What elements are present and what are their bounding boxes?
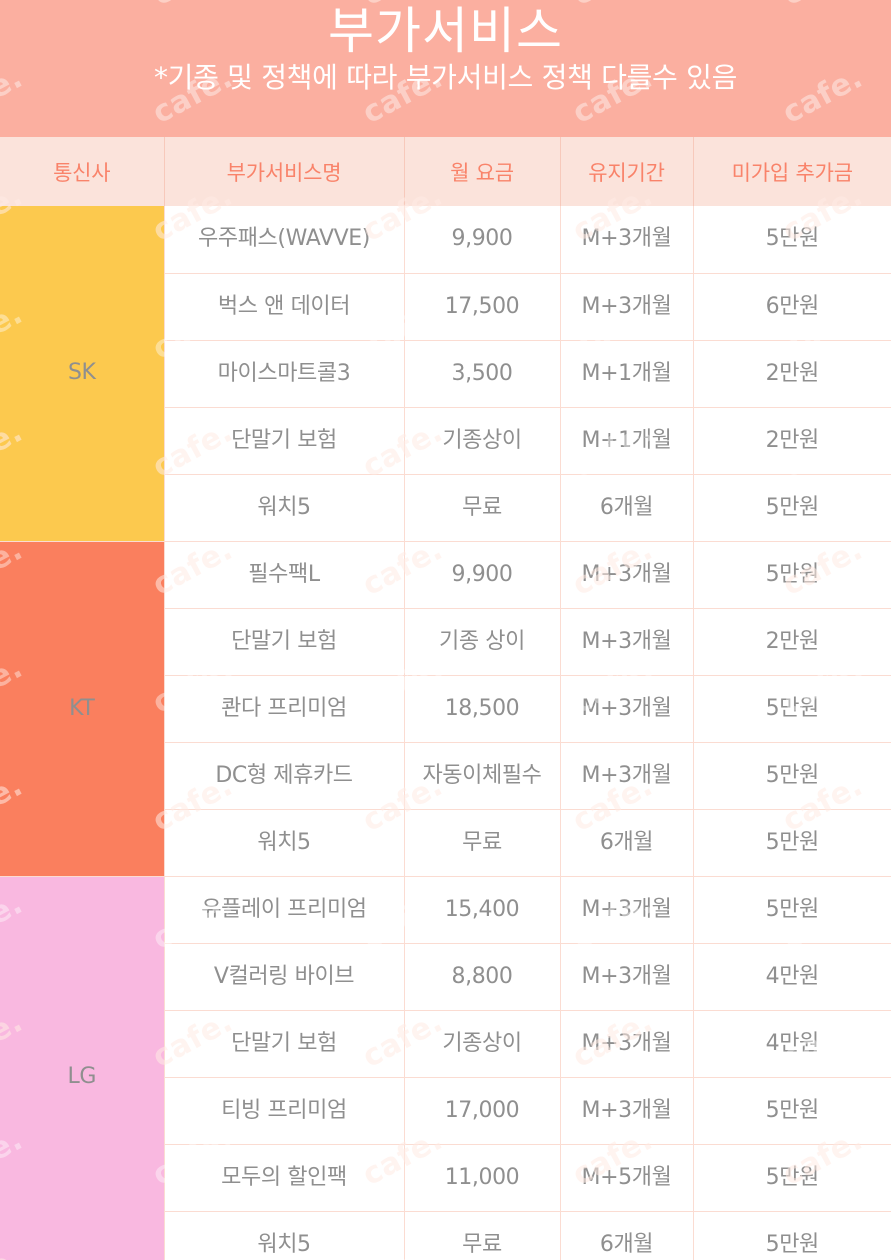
monthly-fee-cell: 9,900 <box>404 541 561 609</box>
table-row: 콴다 프리미엄 18,500 M+3개월 5만원 <box>0 675 891 743</box>
table-header-row: 통신사 부가서비스명 월 요금 유지기간 미가입 추가금 <box>0 137 891 206</box>
monthly-fee-cell: 무료 <box>404 809 561 877</box>
retention-cell: 6개월 <box>560 474 694 542</box>
retention-cell: M+3개월 <box>560 675 694 743</box>
service-name-cell: 유플레이 프리미엄 <box>164 876 405 944</box>
retention-cell: M+3개월 <box>560 608 694 676</box>
retention-cell: M+3개월 <box>560 541 694 609</box>
table-row: DC형 제휴카드 자동이체필수 M+3개월 5만원 <box>0 742 891 810</box>
surcharge-cell: 4만원 <box>693 1010 891 1078</box>
column-header-surcharge: 미가입 추가금 <box>693 137 891 206</box>
retention-cell: M+3개월 <box>560 1077 694 1145</box>
table-body: SK 우주패스(WAVVE) 9,900 M+3개월 5만원 벅스 앤 데이터 17,500… <box>0 206 891 1260</box>
monthly-fee-cell: 9,900 <box>404 206 561 274</box>
table-row: 단말기 보험 기종상이 M+1개월 2만원 <box>0 407 891 475</box>
title-banner: 부가서비스 *기종 및 정책에 따라 부가서비스 정책 다를수 있음 <box>0 0 891 137</box>
retention-cell: M+3개월 <box>560 206 694 274</box>
monthly-fee-cell: 17,000 <box>404 1077 561 1145</box>
table-row: 워치5 무료 6개월 5만원 <box>0 809 891 877</box>
surcharge-cell: 6만원 <box>693 273 891 341</box>
table-row: KT 필수팩L 9,900 M+3개월 5만원 <box>0 541 891 877</box>
monthly-fee-cell: 8,800 <box>404 943 561 1011</box>
retention-cell: 6개월 <box>560 1211 694 1260</box>
page-title: 부가서비스 <box>328 2 563 60</box>
table-row: 티빙 프리미엄 17,000 M+3개월 5만원 <box>0 1077 891 1145</box>
service-name-cell: 콴다 프리미엄 <box>164 675 405 743</box>
page-subtitle: *기종 및 정책에 따라 부가서비스 정책 다를수 있음 <box>153 61 738 94</box>
retention-cell: M+3개월 <box>560 876 694 944</box>
service-name-cell: 필수팩L <box>164 541 405 609</box>
table-row: 모두의 할인팩 11,000 M+5개월 5만원 <box>0 1144 891 1212</box>
retention-cell: 6개월 <box>560 809 694 877</box>
table-row: 단말기 보험 기종 상이 M+3개월 2만원 <box>0 608 891 676</box>
service-name-cell: 워치5 <box>164 1211 405 1260</box>
service-name-cell: 모두의 할인팩 <box>164 1144 405 1212</box>
surcharge-cell: 5만원 <box>693 1211 891 1260</box>
surcharge-cell: 2만원 <box>693 407 891 475</box>
surcharge-cell: 2만원 <box>693 340 891 408</box>
surcharge-cell: 5만원 <box>693 474 891 542</box>
carrier-cell-kt: KT <box>0 541 165 877</box>
service-name-cell: V컬러링 바이브 <box>164 943 405 1011</box>
surcharge-cell: 5만원 <box>693 1144 891 1212</box>
table-row: V컬러링 바이브 8,800 M+3개월 4만원 <box>0 943 891 1011</box>
carrier-cell-lg: LG <box>0 876 165 1260</box>
retention-cell: M+3개월 <box>560 742 694 810</box>
service-name-cell: 티빙 프리미엄 <box>164 1077 405 1145</box>
table-row: SK 우주패스(WAVVE) 9,900 M+3개월 5만원 <box>0 206 891 542</box>
surcharge-cell: 5만원 <box>693 876 891 944</box>
column-header-carrier: 통신사 <box>0 137 165 206</box>
monthly-fee-cell: 17,500 <box>404 273 561 341</box>
monthly-fee-cell: 기종상이 <box>404 407 561 475</box>
table-row: LG 유플레이 프리미엄 15,400 M+3개월 5만원 <box>0 876 891 1260</box>
table-row: 마이스마트콜3 3,500 M+1개월 2만원 <box>0 340 891 408</box>
table-row: 벅스 앤 데이터 17,500 M+3개월 6만원 <box>0 273 891 341</box>
service-name-cell: 워치5 <box>164 474 405 542</box>
surcharge-cell: 5만원 <box>693 1077 891 1145</box>
column-header-service-name: 부가서비스명 <box>164 137 405 206</box>
monthly-fee-cell: 3,500 <box>404 340 561 408</box>
retention-cell: M+1개월 <box>560 407 694 475</box>
service-name-cell: 벅스 앤 데이터 <box>164 273 405 341</box>
surcharge-cell: 5만원 <box>693 541 891 609</box>
surcharge-cell: 5만원 <box>693 809 891 877</box>
retention-cell: M+3개월 <box>560 273 694 341</box>
monthly-fee-cell: 기종 상이 <box>404 608 561 676</box>
service-name-cell: 단말기 보험 <box>164 407 405 475</box>
column-header-retention: 유지기간 <box>560 137 694 206</box>
service-name-cell: DC형 제휴카드 <box>164 742 405 810</box>
service-name-cell: 단말기 보험 <box>164 608 405 676</box>
service-name-cell: 우주패스(WAVVE) <box>164 206 405 274</box>
surcharge-cell: 5만원 <box>693 742 891 810</box>
service-name-cell: 워치5 <box>164 809 405 877</box>
monthly-fee-cell: 무료 <box>404 1211 561 1260</box>
monthly-fee-cell: 11,000 <box>404 1144 561 1212</box>
value-added-services-table: 통신사 부가서비스명 월 요금 유지기간 미가입 추가금 SK 우주패스(WAVV… <box>0 137 891 1260</box>
retention-cell: M+5개월 <box>560 1144 694 1212</box>
surcharge-cell: 2만원 <box>693 608 891 676</box>
service-name-cell: 단말기 보험 <box>164 1010 405 1078</box>
column-header-monthly-fee: 월 요금 <box>404 137 561 206</box>
table-row: 워치5 무료 6개월 5만원 <box>0 474 891 542</box>
carrier-cell-sk: SK <box>0 206 165 542</box>
service-name-cell: 마이스마트콜3 <box>164 340 405 408</box>
monthly-fee-cell: 기종상이 <box>404 1010 561 1078</box>
monthly-fee-cell: 자동이체필수 <box>404 742 561 810</box>
surcharge-cell: 5만원 <box>693 206 891 274</box>
monthly-fee-cell: 18,500 <box>404 675 561 743</box>
monthly-fee-cell: 무료 <box>404 474 561 542</box>
retention-cell: M+3개월 <box>560 943 694 1011</box>
table-row: 단말기 보험 기종상이 M+3개월 4만원 <box>0 1010 891 1078</box>
table-row: 워치5 무료 6개월 5만원 <box>0 1211 891 1260</box>
retention-cell: M+3개월 <box>560 1010 694 1078</box>
surcharge-cell: 4만원 <box>693 943 891 1011</box>
retention-cell: M+1개월 <box>560 340 694 408</box>
monthly-fee-cell: 15,400 <box>404 876 561 944</box>
surcharge-cell: 5만원 <box>693 675 891 743</box>
